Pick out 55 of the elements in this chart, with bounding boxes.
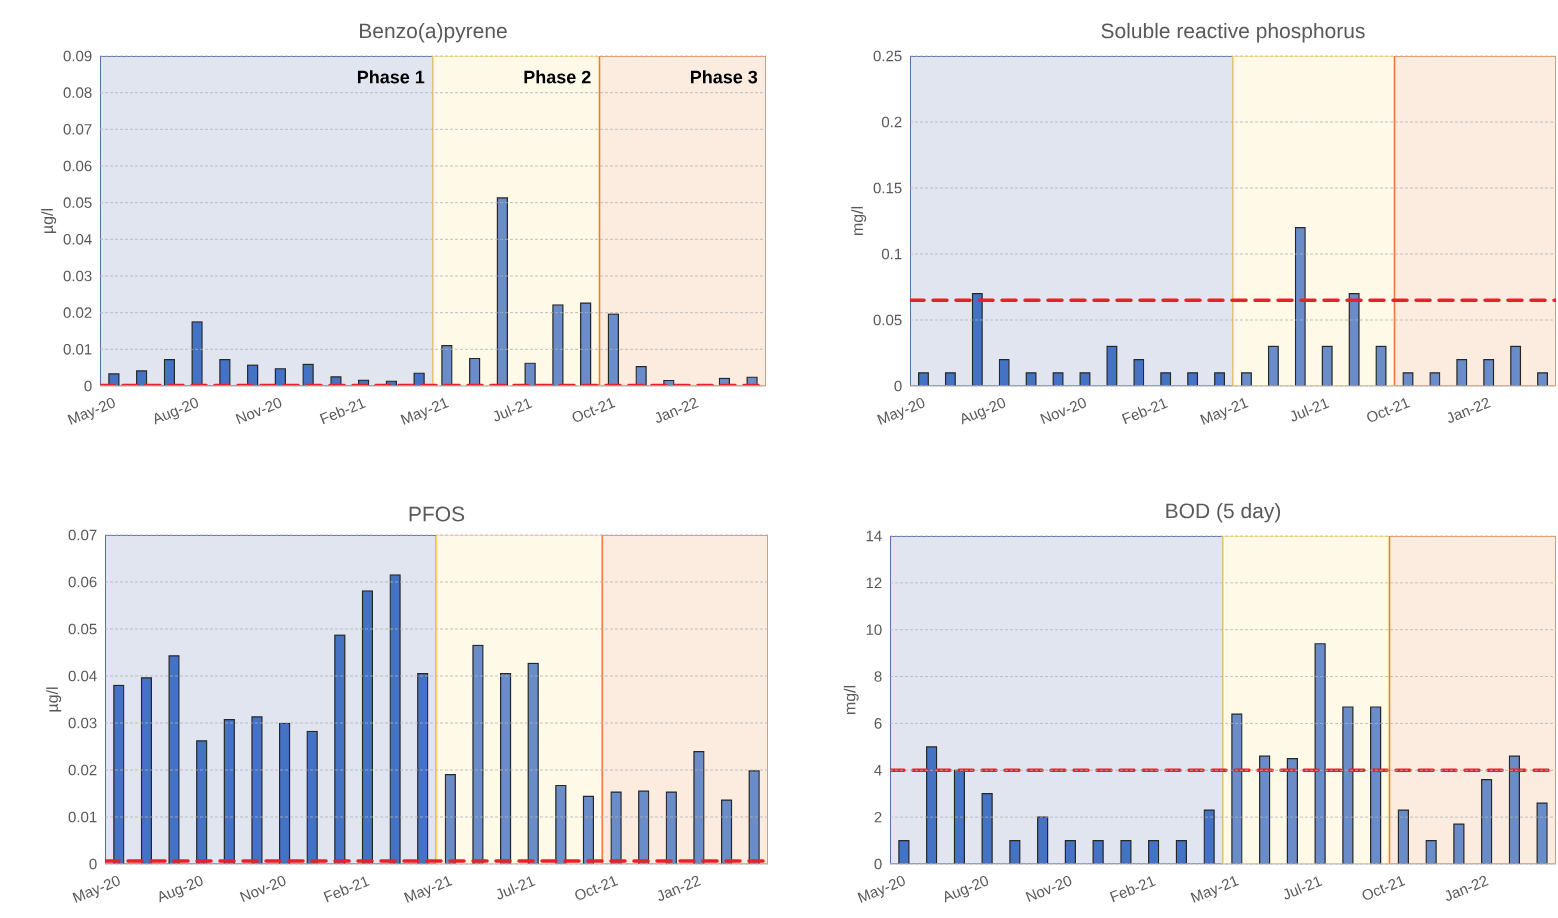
annotation: Phase 2 [524,70,591,84]
y-tick-label: 8 [874,671,882,682]
x-tick-label: Oct-21 [1362,876,1406,900]
y-axis-title: µg/l [41,209,57,233]
x-tick-label: Jan-22 [1447,397,1491,423]
y-tick-label: 0 [874,858,882,870]
annotation: Phase 3 [690,70,758,84]
y-tick-label: 0.03 [68,717,97,729]
y-tick-label: 0.07 [63,124,92,135]
y-tick-label: 0 [84,380,92,392]
y-tick-label: 0.15 [873,182,902,194]
y-tick-label: 0.2 [881,116,902,128]
y-tick-label: 0.25 [873,50,902,62]
y-tick-label: 0.09 [63,50,92,62]
y-tick-label: 0.04 [68,670,97,682]
y-tick-label: 0.01 [68,811,97,823]
x-tick-label: Jul-21 [1291,398,1330,422]
y-tick-label: 14 [866,530,882,542]
chart-title: PFOS [409,506,465,522]
annotation: Phase 1 [357,70,425,84]
y-tick-label: 0.04 [63,234,92,245]
x-tick-label: Jan-22 [1445,875,1489,901]
y-tick-label: 0.03 [63,270,92,282]
y-axis-title: µg/l [46,687,62,712]
y-tick-label: 12 [866,577,882,589]
y-tick-label: 0.06 [68,576,97,588]
y-tick-label: 0 [894,380,902,392]
y-tick-label: 0.07 [68,529,97,541]
x-tick-label: Jul-21 [1284,876,1323,900]
y-tick-label: 0.06 [63,160,92,172]
y-axis-title: mg/l [851,206,867,236]
y-tick-label: 0.1 [881,248,902,260]
x-tick-label: Oct-21 [575,876,619,900]
x-tick-label: Jan-22 [658,875,701,901]
x-tick-label: Oct-21 [572,398,616,422]
y-tick-label: 0.05 [68,623,97,635]
y-tick-label: 0.01 [63,344,92,355]
y-tick-label: 10 [866,624,882,636]
y-tick-label: 0.02 [63,307,92,318]
y-tick-label: 0.05 [873,314,902,326]
chart-title: BOD (5 day) [1166,502,1281,523]
x-tick-label: Jan-22 [655,397,699,423]
x-tick-label: Jul-21 [497,876,536,900]
y-tick-label: 0.02 [68,764,97,776]
x-tick-label: Oct-21 [1367,398,1411,422]
y-tick-label: 4 [874,765,882,776]
y-tick-label: 0.05 [63,197,92,208]
chart-title: Soluble reactive phosphorus [1101,22,1365,43]
y-axis-title: mg/l [843,685,859,715]
y-tick-label: 0.08 [63,87,92,98]
chart-title: Benzo(a)pyrene [360,22,507,43]
y-tick-label: 2 [874,811,882,823]
y-tick-label: 0 [89,858,97,870]
x-tick-label: Jul-21 [494,398,533,422]
y-tick-label: 6 [874,718,882,729]
